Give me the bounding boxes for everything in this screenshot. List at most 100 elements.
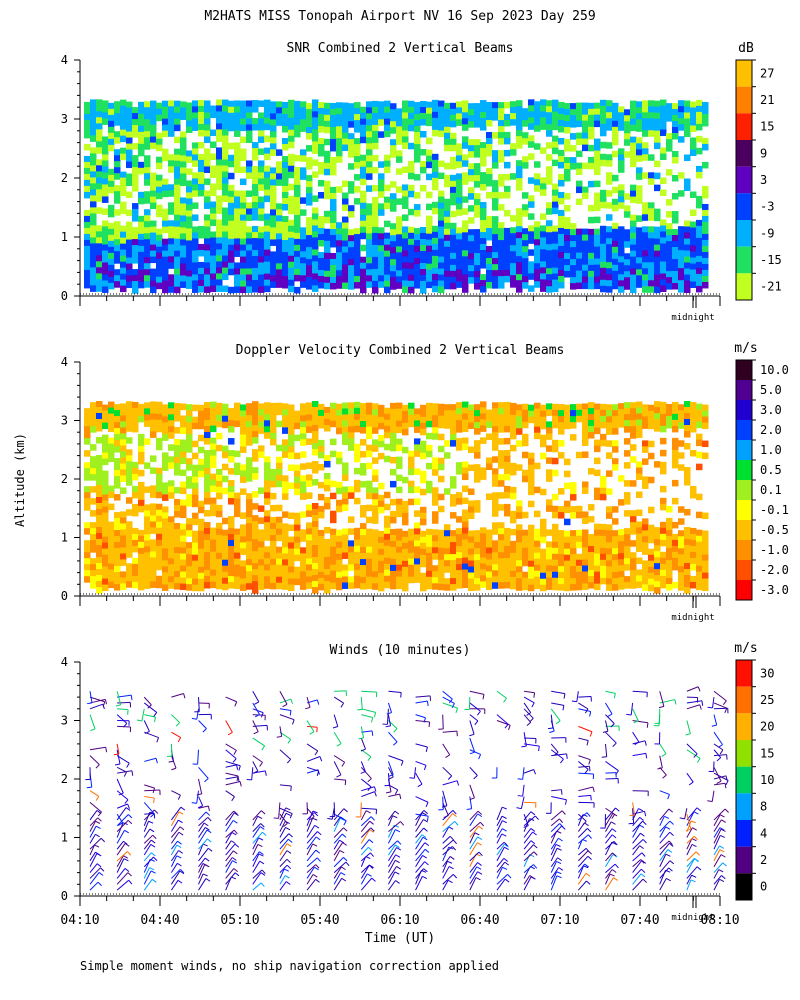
heat-cell <box>636 569 643 576</box>
heat-cell <box>96 171 103 178</box>
heat-cell <box>372 547 379 554</box>
heat-cell <box>90 129 97 136</box>
heat-cell <box>702 275 709 283</box>
heat-cell <box>636 119 643 126</box>
heat-cell <box>426 233 433 241</box>
heat-cell <box>282 583 289 590</box>
heat-cell <box>234 208 241 215</box>
heat-cell <box>234 130 241 137</box>
heat-cell <box>300 451 307 458</box>
heat-cell <box>516 214 523 221</box>
heat-cell <box>192 500 199 508</box>
heat-cell <box>204 420 211 427</box>
heat-cell <box>396 510 403 518</box>
heat-cell <box>264 273 271 281</box>
heat-cell <box>342 192 349 200</box>
heat-cell <box>408 498 415 506</box>
heat-cell <box>120 189 127 197</box>
heat-cell <box>600 421 607 429</box>
heat-cell <box>96 279 103 286</box>
heat-cell <box>282 565 289 572</box>
heat-cell <box>552 279 559 287</box>
heat-cell <box>216 570 223 578</box>
heat-cell <box>264 237 271 245</box>
heat-cell <box>606 142 613 149</box>
heat-cell <box>492 276 499 283</box>
heat-cell <box>306 271 313 278</box>
heat-cell <box>264 279 271 287</box>
heat-cell <box>546 457 553 464</box>
heat-cell <box>354 252 361 259</box>
heat-cell <box>564 470 571 478</box>
heat-cell <box>690 191 697 198</box>
heat-cell <box>660 461 667 469</box>
heat-cell <box>426 552 433 560</box>
heat-cell <box>492 510 499 517</box>
heat-cell <box>336 559 343 567</box>
heat-cell <box>588 570 595 577</box>
heat-cell <box>378 506 385 514</box>
heat-cell <box>102 500 109 508</box>
heat-cell <box>438 475 445 483</box>
heat-cell <box>564 542 571 550</box>
heat-cell <box>252 190 259 197</box>
heat-cell <box>450 240 457 248</box>
heat-cell <box>546 142 553 149</box>
heat-cell <box>588 468 595 475</box>
heat-cell <box>102 458 109 466</box>
heat-cell <box>438 112 445 120</box>
heat-cell <box>102 232 109 239</box>
heat-cell <box>174 214 181 222</box>
heat-cell <box>696 583 703 591</box>
heat-cell <box>558 101 565 109</box>
heat-cell <box>150 136 157 144</box>
heat-cell <box>330 234 337 242</box>
heat-cell <box>612 536 619 543</box>
heat-cell <box>312 515 319 522</box>
heat-cell <box>216 267 223 274</box>
heat-cell <box>576 559 583 567</box>
heat-cell <box>150 551 157 558</box>
heat-cell <box>144 143 151 150</box>
heat-cell <box>102 578 109 586</box>
heat-cell <box>360 154 367 162</box>
heat-cell <box>606 410 613 417</box>
heat-cell <box>240 572 247 579</box>
heat-cell <box>426 576 433 584</box>
heat-cell <box>480 286 487 293</box>
heat-cell <box>504 245 511 253</box>
heat-cell <box>336 481 343 489</box>
heat-cell <box>342 408 349 415</box>
heat-cell <box>228 106 235 114</box>
heat-cell <box>654 419 661 426</box>
heat-cell <box>156 234 163 242</box>
heat-cell <box>564 554 571 562</box>
heat-cell <box>156 413 163 421</box>
heat-cell <box>330 564 337 572</box>
heat-cell <box>378 209 385 216</box>
heat-cell <box>204 498 211 505</box>
heat-cell <box>210 111 217 119</box>
heat-cell <box>282 439 289 446</box>
colorbar-label: 10.0 <box>760 363 789 377</box>
heat-cell <box>588 282 595 290</box>
heat-cell <box>264 414 271 421</box>
heat-cell <box>426 245 433 253</box>
heat-cell <box>492 432 499 439</box>
heat-cell <box>564 163 571 170</box>
heat-cell <box>246 112 253 119</box>
heat-cell <box>642 148 649 155</box>
heat-cell <box>156 563 163 571</box>
heat-cell <box>138 167 145 175</box>
heat-cell <box>330 144 337 152</box>
heat-cell <box>174 445 181 452</box>
heat-cell <box>348 265 355 272</box>
heat-cell <box>96 472 103 480</box>
heat-cell <box>348 277 355 284</box>
heat-cell <box>696 571 703 579</box>
heat-cell <box>198 518 205 526</box>
heat-cell <box>312 111 319 118</box>
heat-cell <box>282 409 289 416</box>
heat-cell <box>288 153 295 161</box>
heat-cell <box>108 443 115 451</box>
